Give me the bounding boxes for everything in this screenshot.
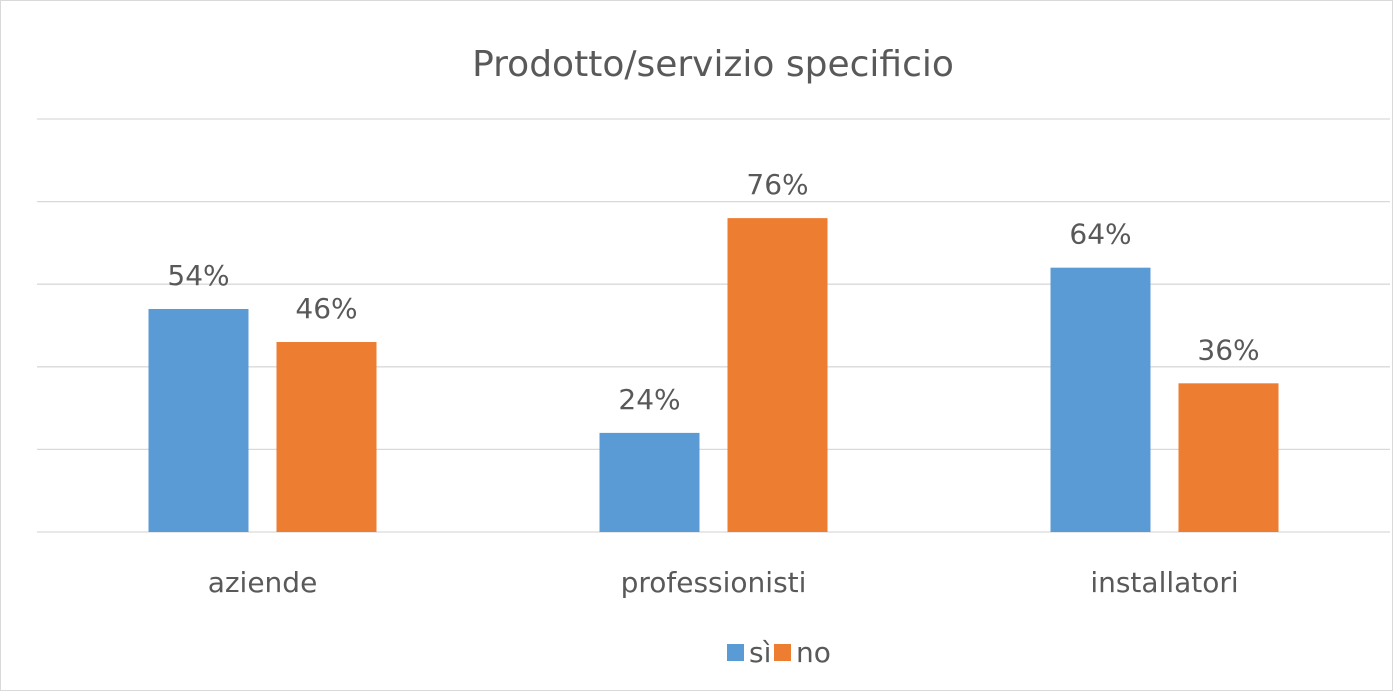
bar xyxy=(148,308,249,532)
bar xyxy=(1178,383,1279,532)
data-label: 46% xyxy=(295,292,357,325)
x-tick-label: aziende xyxy=(208,566,318,599)
x-tick-label: professionisti xyxy=(621,566,807,599)
data-label: 36% xyxy=(1197,333,1259,366)
chart-title: Prodotto/servizio specificio xyxy=(472,44,954,85)
data-label: 54% xyxy=(167,259,229,292)
bar xyxy=(599,432,700,532)
data-label: 76% xyxy=(746,168,808,201)
data-label: 24% xyxy=(618,383,680,416)
legend-label: sì xyxy=(749,636,771,669)
legend-label: no xyxy=(796,636,831,669)
x-tick-label: installatori xyxy=(1090,566,1238,599)
bar xyxy=(276,342,377,532)
data-label: 64% xyxy=(1069,218,1131,251)
legend-swatch xyxy=(727,644,744,661)
bar xyxy=(727,218,828,532)
bar xyxy=(1050,267,1151,532)
legend-swatch xyxy=(774,644,791,661)
